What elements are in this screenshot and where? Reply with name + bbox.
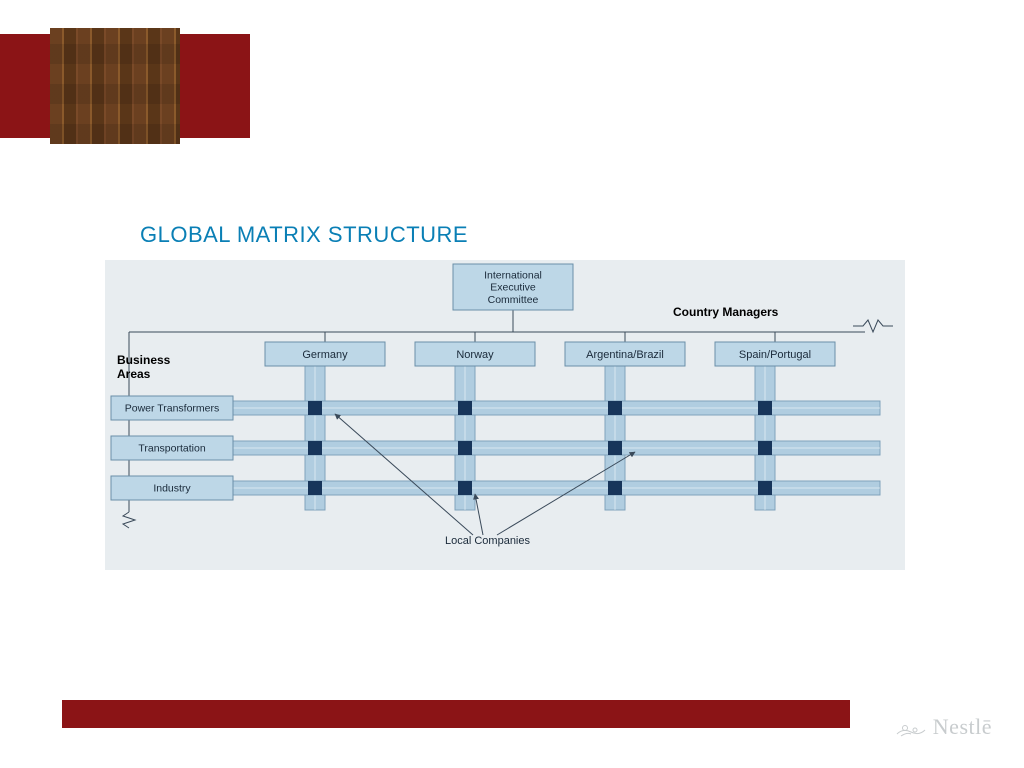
svg-text:Norway: Norway (456, 349, 494, 361)
svg-text:Industry: Industry (153, 483, 191, 495)
svg-text:Areas: Areas (117, 367, 151, 381)
svg-text:Executive: Executive (490, 282, 536, 294)
footer-block (62, 700, 850, 728)
svg-text:Transportation: Transportation (138, 443, 205, 455)
svg-text:Committee: Committee (488, 294, 539, 306)
wood-decor (50, 28, 180, 144)
page-title: GLOBAL MATRIX STRUCTURE (140, 222, 468, 248)
svg-text:Germany: Germany (302, 349, 348, 361)
svg-text:Business: Business (117, 353, 171, 367)
svg-text:Spain/Portugal: Spain/Portugal (739, 349, 811, 361)
nest-icon (893, 718, 929, 740)
svg-text:Argentina/Brazil: Argentina/Brazil (586, 349, 664, 361)
svg-text:Local Companies: Local Companies (445, 535, 530, 547)
logo-text: Nestlē (933, 714, 992, 739)
svg-text:International: International (484, 270, 542, 282)
brand-logo: Nestlē (893, 714, 992, 740)
svg-text:Power Transformers: Power Transformers (125, 403, 220, 415)
matrix-diagram: InternationalExecutiveCommittee Germany No… (105, 260, 905, 570)
svg-text:Country Managers: Country Managers (673, 305, 779, 319)
